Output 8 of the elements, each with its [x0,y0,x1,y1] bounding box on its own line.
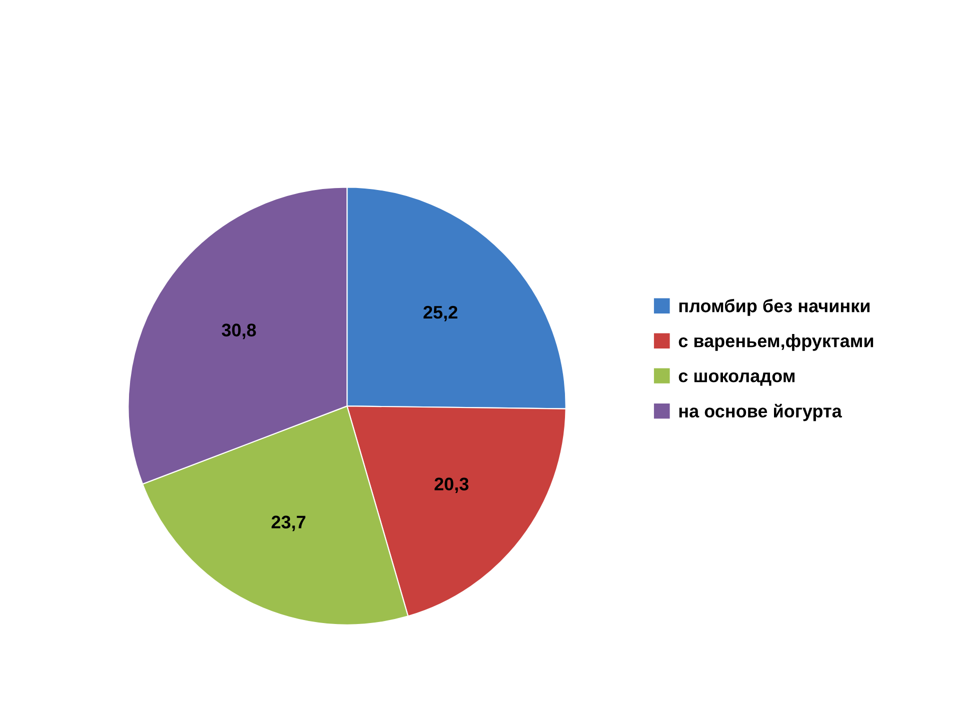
data-label: 25,2 [424,306,458,322]
data-label: 20,3 [434,478,468,494]
legend-label: пломбир без начинки [679,298,870,316]
data-label: 30,8 [222,324,256,340]
legend-label: с шоколадом [678,372,794,386]
data-label: 23,7 [272,516,306,532]
legend-label: на основе йогурта [679,404,842,422]
legend-label: с вареньем,фруктами [678,334,874,351]
